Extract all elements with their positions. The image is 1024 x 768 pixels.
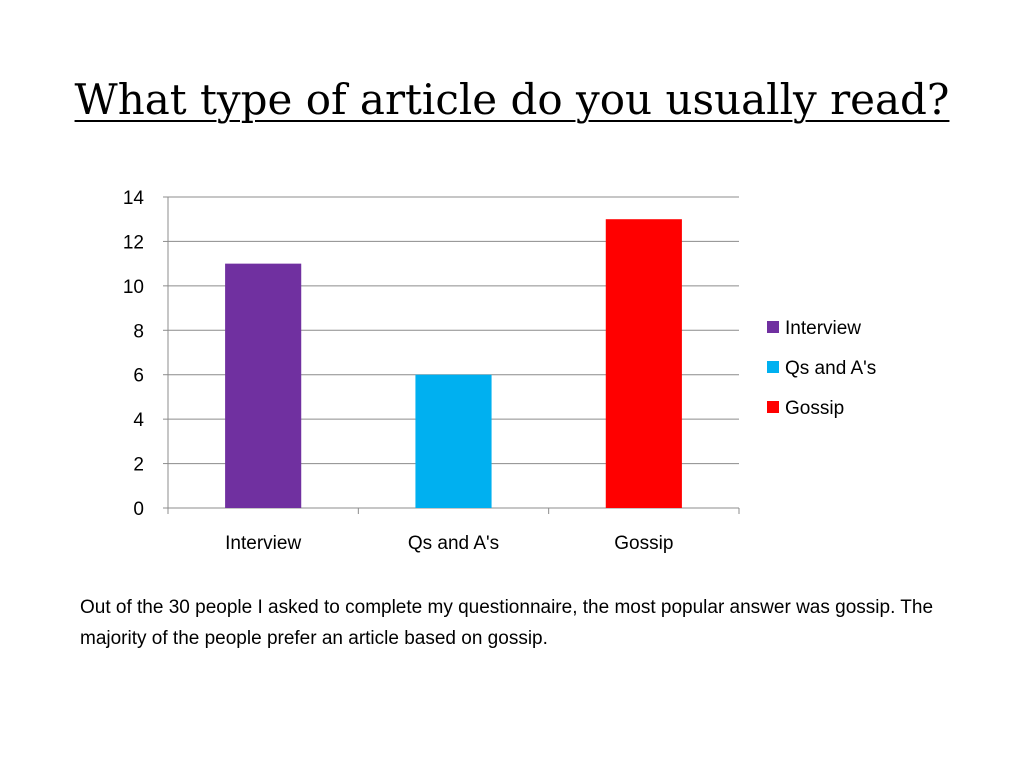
y-tick-label: 10: [123, 277, 144, 298]
x-tick-label: Gossip: [614, 533, 673, 554]
y-tick-labels: 0 2 4 6 8 10 12 14: [123, 188, 145, 520]
legend-item: Interview: [767, 318, 861, 339]
bars: [225, 219, 682, 508]
bar-interview: [225, 263, 302, 508]
y-tick-label: 14: [123, 188, 145, 209]
legend-swatch: [767, 321, 779, 333]
legend-label: Qs and A's: [785, 358, 876, 379]
legend-swatch: [767, 401, 779, 413]
legend-swatch: [767, 361, 779, 373]
y-tick-label: 2: [133, 455, 144, 476]
bar-gossip: [605, 219, 682, 508]
legend-label: Interview: [785, 318, 861, 339]
y-tick-label: 6: [133, 366, 144, 387]
legend-item: Gossip: [767, 398, 844, 419]
y-tick-label: 12: [123, 232, 144, 253]
bar-qs-and-a-s: [415, 374, 492, 508]
bar-chart: 0 2 4 6 8 10 12 14 Interview Qs and A's Gossip In…: [123, 188, 876, 554]
y-tick-label: 8: [133, 321, 144, 342]
x-tick-labels: Interview Qs and A's Gossip: [225, 533, 673, 554]
legend: Interview Qs and A's Gossip: [767, 318, 876, 419]
x-tick-label: Qs and A's: [408, 533, 499, 554]
legend-item: Qs and A's: [767, 358, 876, 379]
slide-title: What type of article do you usually read…: [74, 75, 950, 124]
legend-label: Gossip: [785, 398, 844, 419]
slide-caption: Out of the 30 people I asked to complete…: [80, 597, 934, 649]
y-tick-label: 4: [133, 410, 144, 431]
y-tick-label: 0: [133, 499, 144, 520]
x-tick-label: Interview: [225, 533, 301, 554]
